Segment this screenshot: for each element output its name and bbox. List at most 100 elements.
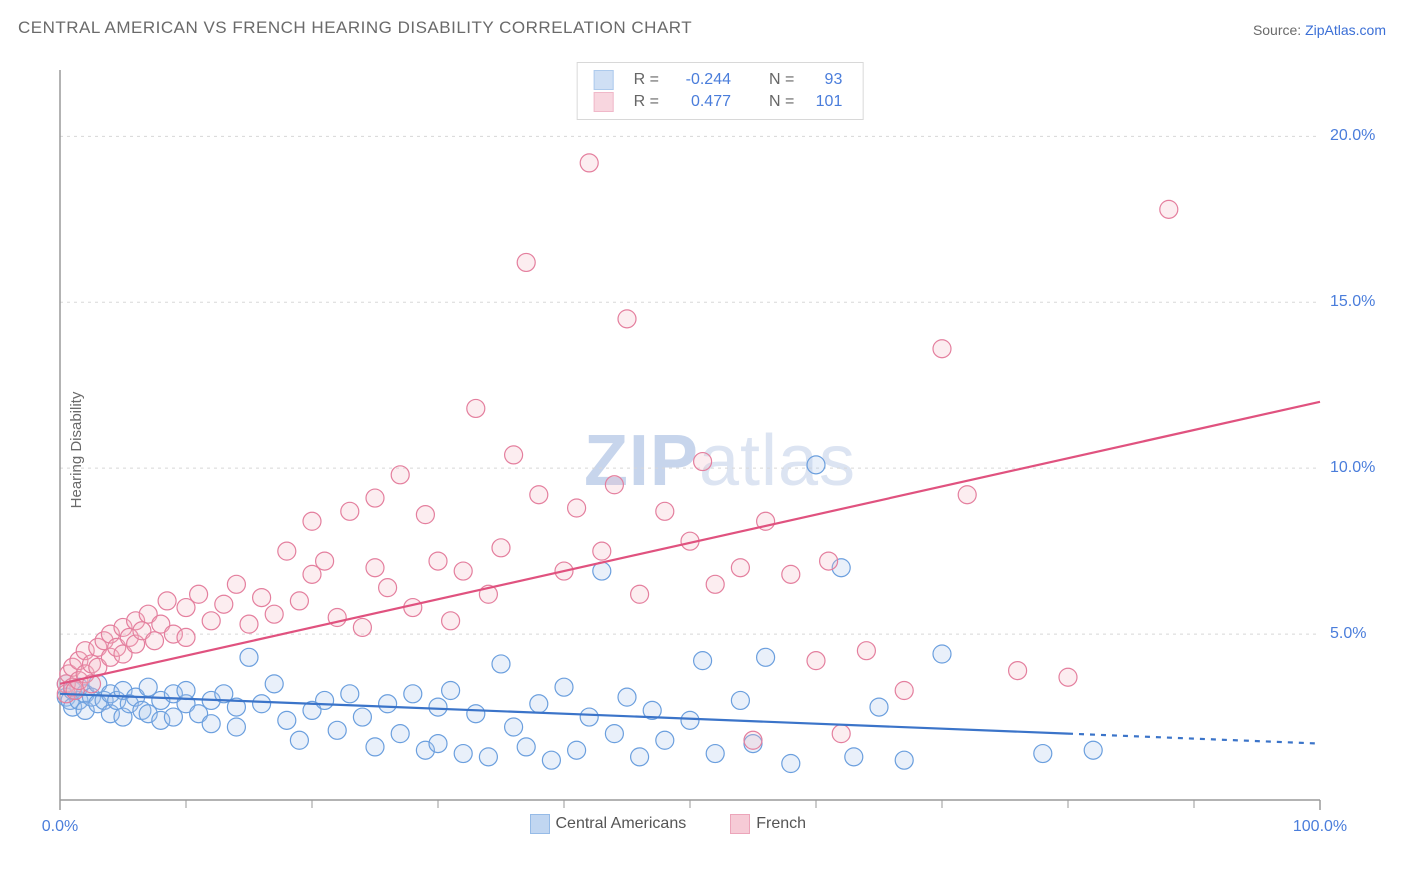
central_americans-point — [807, 456, 825, 474]
french-point — [454, 562, 472, 580]
french-point — [316, 552, 334, 570]
french-point — [731, 559, 749, 577]
central_americans-point — [240, 648, 258, 666]
central_americans-trendline-extrapolated — [1068, 734, 1320, 744]
central_americans-point — [555, 678, 573, 696]
central_americans-point — [757, 648, 775, 666]
french-point — [568, 499, 586, 517]
central_americans-point — [366, 738, 384, 756]
central_americans-point — [681, 711, 699, 729]
n-label: N = — [763, 69, 800, 91]
legend-row-central_americans: R =-0.244N =93 — [588, 69, 849, 91]
source-link[interactable]: ZipAtlas.com — [1305, 22, 1386, 38]
central_americans-point — [278, 711, 296, 729]
french-point — [404, 599, 422, 617]
french-point — [303, 512, 321, 530]
central_americans-point — [341, 685, 359, 703]
central_americans-point — [618, 688, 636, 706]
french-point — [1059, 668, 1077, 686]
n-value: 93 — [800, 69, 848, 91]
french-point — [618, 310, 636, 328]
french-point — [782, 565, 800, 583]
french-point — [593, 542, 611, 560]
french-point — [706, 575, 724, 593]
french-point — [366, 489, 384, 507]
french-point — [656, 502, 674, 520]
french-point — [290, 592, 308, 610]
source-attribution: Source: ZipAtlas.com — [1253, 22, 1386, 38]
french-point — [442, 612, 460, 630]
french-point — [1009, 662, 1027, 680]
central_americans-point — [379, 695, 397, 713]
central_americans-point — [391, 725, 409, 743]
central_americans-point — [290, 731, 308, 749]
central_americans-point — [731, 691, 749, 709]
central_americans-point — [530, 695, 548, 713]
french-point — [631, 585, 649, 603]
central_americans-point — [542, 751, 560, 769]
n-value: 101 — [800, 91, 848, 113]
central_americans-point — [933, 645, 951, 663]
legend-swatch — [594, 70, 614, 90]
central_americans-point — [177, 682, 195, 700]
french-point — [227, 575, 245, 593]
french-point — [366, 559, 384, 577]
central_americans-point — [492, 655, 510, 673]
french-point — [530, 486, 548, 504]
french-point — [391, 466, 409, 484]
central_americans-point — [265, 675, 283, 693]
french-point — [895, 682, 913, 700]
french-point — [353, 618, 371, 636]
r-value: 0.477 — [665, 91, 737, 113]
legend-swatch — [594, 92, 614, 112]
french-point — [146, 632, 164, 650]
central_americans-point — [505, 718, 523, 736]
french-point — [605, 476, 623, 494]
french-point — [240, 615, 258, 633]
french-point — [933, 340, 951, 358]
french-point — [492, 539, 510, 557]
scatter-svg — [50, 60, 1390, 840]
central_americans-point — [605, 725, 623, 743]
central_americans-point — [706, 745, 724, 763]
chart-title: CENTRAL AMERICAN VS FRENCH HEARING DISAB… — [18, 18, 692, 38]
central_americans-point — [467, 705, 485, 723]
french-point — [177, 628, 195, 646]
french-point — [202, 612, 220, 630]
french-point — [379, 579, 397, 597]
central_americans-point — [870, 698, 888, 716]
central_americans-point — [580, 708, 598, 726]
french-point — [253, 589, 271, 607]
r-label: R = — [628, 69, 665, 91]
correlation-legend: R =-0.244N =93R =0.477N =101 — [577, 62, 864, 120]
central_americans-point — [845, 748, 863, 766]
french-point — [744, 731, 762, 749]
central_americans-point — [253, 695, 271, 713]
french-point — [694, 453, 712, 471]
central_americans-point — [353, 708, 371, 726]
central_americans-point — [517, 738, 535, 756]
french-point — [190, 585, 208, 603]
central_americans-point — [1084, 741, 1102, 759]
french-point — [158, 592, 176, 610]
french-point — [857, 642, 875, 660]
central_americans-point — [202, 715, 220, 733]
french-point — [429, 552, 447, 570]
central_americans-point — [694, 652, 712, 670]
correlation-table: R =-0.244N =93R =0.477N =101 — [588, 69, 849, 113]
r-label: R = — [628, 91, 665, 113]
french-point — [580, 154, 598, 172]
french-point — [807, 652, 825, 670]
central_americans-point — [479, 748, 497, 766]
french-trendline — [60, 402, 1320, 684]
french-point — [505, 446, 523, 464]
central_americans-point — [568, 741, 586, 759]
central_americans-point — [895, 751, 913, 769]
central_americans-point — [404, 685, 422, 703]
french-point — [820, 552, 838, 570]
central_americans-point — [227, 718, 245, 736]
french-point — [416, 506, 434, 524]
central_americans-point — [328, 721, 346, 739]
central_americans-point — [1034, 745, 1052, 763]
legend-row-french: R =0.477N =101 — [588, 91, 849, 113]
